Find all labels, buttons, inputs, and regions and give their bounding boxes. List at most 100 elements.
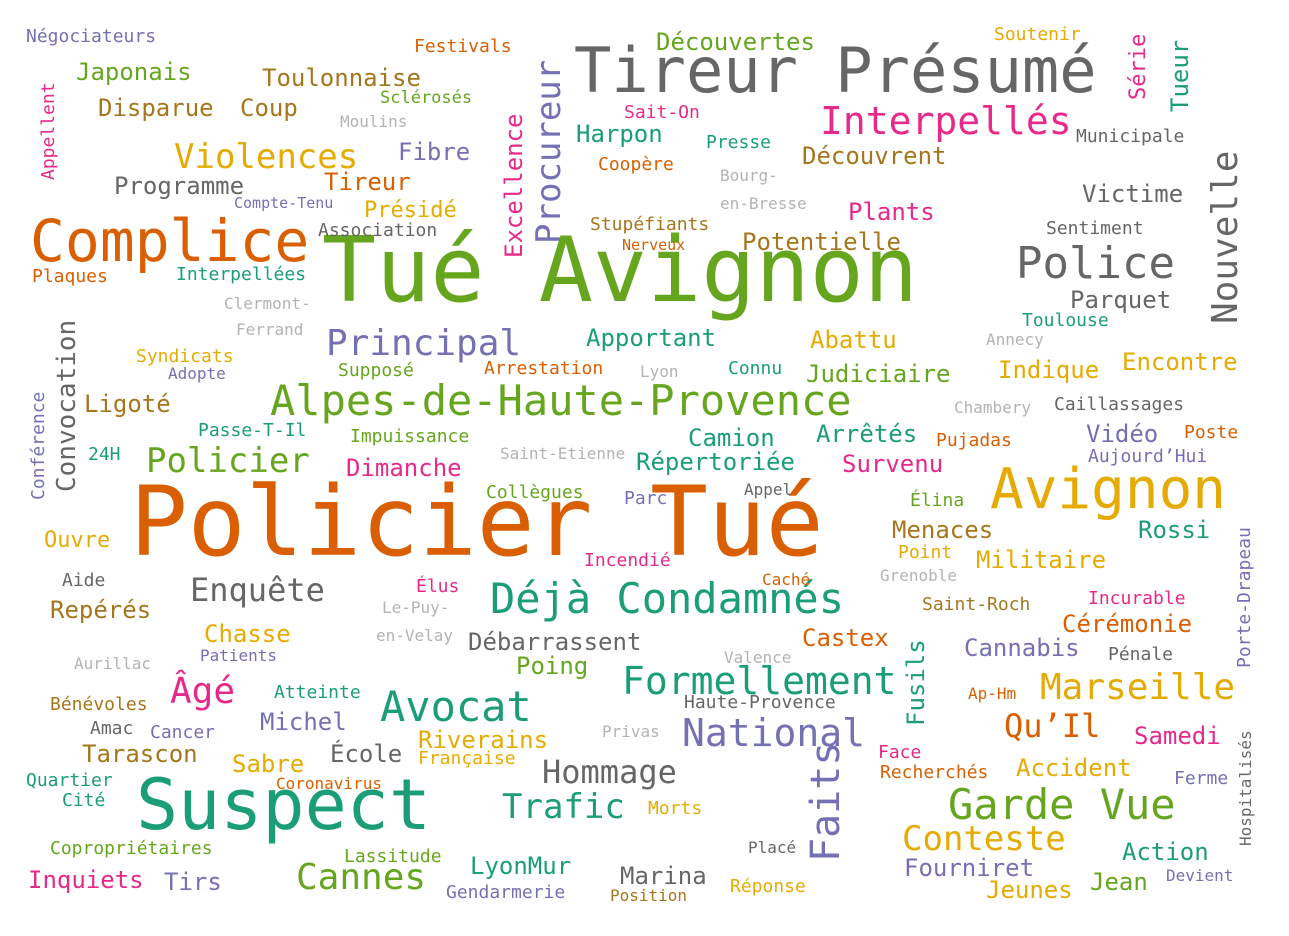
- cloud-word: Âgé: [170, 671, 236, 712]
- cloud-word: Coup: [240, 94, 298, 122]
- cloud-word: Enquête: [190, 571, 325, 609]
- cloud-word: Ap-Hm: [968, 684, 1017, 703]
- cloud-word: Toulouse: [1022, 310, 1109, 331]
- cloud-word: Valence: [724, 648, 792, 667]
- cloud-word: Adopte: [168, 364, 226, 383]
- cloud-word: Avignon: [990, 457, 1227, 522]
- cloud-word: Parc: [624, 488, 668, 509]
- cloud-word: Recherchés: [880, 762, 989, 783]
- cloud-word: Militaire: [976, 546, 1107, 574]
- cloud-word: Annecy: [986, 330, 1044, 349]
- cloud-word: Présidé: [364, 198, 457, 223]
- cloud-word: Gendarmerie: [446, 882, 566, 903]
- cloud-word: Réponse: [730, 876, 806, 897]
- cloud-word: Hospitalisés: [1236, 730, 1255, 846]
- cloud-word: Caillassages: [1054, 394, 1185, 415]
- cloud-word: Tireur Présumé: [574, 34, 1097, 107]
- cloud-word: Nouvelle: [1205, 150, 1246, 324]
- cloud-word: Programme: [114, 172, 245, 200]
- cloud-word: Compte-Tenu: [234, 194, 334, 212]
- cloud-word: National: [682, 711, 866, 755]
- cloud-word: Judiciaire: [806, 360, 951, 388]
- cloud-word: Tirs: [164, 868, 222, 896]
- cloud-word: Ouvre: [44, 528, 111, 553]
- cloud-word: Cannabis: [964, 634, 1080, 662]
- cloud-word: Jeunes: [986, 876, 1073, 904]
- cloud-word: Festivals: [414, 36, 512, 57]
- cloud-word: Rossi: [1138, 516, 1211, 544]
- cloud-word: Pénale: [1108, 644, 1174, 665]
- cloud-word: Tué Avignon: [322, 218, 919, 323]
- cloud-word: Le-Puy-: [382, 598, 450, 617]
- cloud-word: Nerveux: [622, 236, 686, 254]
- cloud-word: Appel: [744, 480, 793, 499]
- cloud-word: Excellence: [500, 113, 528, 259]
- cloud-word: Police: [1016, 238, 1175, 289]
- cloud-word: Haute-Provence: [684, 692, 836, 713]
- cloud-word: Plaques: [32, 266, 108, 287]
- cloud-word: Négociateurs: [26, 26, 157, 47]
- cloud-word: Interpellées: [176, 264, 307, 285]
- cloud-word: Indique: [998, 356, 1100, 384]
- cloud-word: Poing: [516, 652, 589, 680]
- cloud-word: Parquet: [1070, 286, 1172, 314]
- cloud-word: Caché: [762, 570, 811, 589]
- cloud-word: Plants: [848, 198, 935, 226]
- cloud-word: Chasse: [204, 620, 291, 648]
- cloud-word: Japonais: [76, 58, 192, 86]
- cloud-word: Presse: [706, 132, 772, 153]
- cloud-word: Aujourd’Hui: [1088, 446, 1208, 467]
- cloud-word: Menaces: [892, 516, 994, 544]
- cloud-word: en-Bresse: [720, 194, 807, 213]
- cloud-word: Découvrent: [802, 142, 947, 170]
- cloud-word: Syndicats: [136, 346, 234, 367]
- cloud-word: Pujadas: [936, 430, 1012, 451]
- cloud-word: Samedi: [1134, 722, 1221, 750]
- cloud-word: Sentiment: [1046, 218, 1144, 239]
- cloud-word: Fibre: [398, 138, 471, 166]
- cloud-word: Dimanche: [346, 454, 462, 482]
- cloud-word: Déjà Condamnés: [490, 574, 845, 623]
- cloud-word: Action: [1122, 838, 1209, 866]
- cloud-word: Tarascon: [82, 740, 198, 768]
- cloud-word: Impuissance: [350, 426, 470, 447]
- cloud-word: Violences: [174, 137, 359, 177]
- cloud-word: Collègues: [486, 482, 584, 503]
- cloud-word: Suspect: [136, 764, 432, 846]
- cloud-word: Poste: [1184, 422, 1239, 443]
- cloud-word: Tueur: [1166, 39, 1194, 112]
- cloud-word: Supposé: [338, 360, 414, 381]
- cloud-word: Ferrand: [236, 320, 304, 339]
- cloud-word: Répertoriée: [636, 448, 795, 476]
- cloud-word: Bénévoles: [50, 694, 148, 715]
- cloud-word: Survenu: [842, 450, 944, 478]
- cloud-word: Faits: [803, 741, 849, 862]
- cloud-word: Procureur: [529, 59, 569, 244]
- cloud-word: Française: [418, 748, 516, 769]
- cloud-word: Aide: [62, 570, 106, 591]
- cloud-word: Apportant: [586, 324, 717, 352]
- cloud-word: Cérémonie: [1062, 610, 1193, 638]
- cloud-word: Principal: [326, 323, 522, 364]
- cloud-word: Abattu: [810, 326, 897, 354]
- cloud-word: Policier: [146, 441, 310, 481]
- cloud-word: Quartier: [26, 770, 113, 791]
- cloud-word: Placé: [748, 838, 797, 857]
- cloud-word: Fourniret: [904, 854, 1035, 882]
- cloud-word: Victime: [1082, 180, 1184, 208]
- cloud-word: Hommage: [542, 753, 677, 791]
- cloud-word: Harpon: [576, 120, 663, 148]
- cloud-word: Porte-Drapeau: [1234, 527, 1255, 668]
- cloud-word: Patients: [200, 646, 278, 665]
- cloud-word: LyonMur: [470, 852, 572, 880]
- cloud-word: Privas: [602, 722, 660, 741]
- cloud-word: Tireur: [324, 168, 411, 196]
- cloud-word: Qu’Il: [1004, 707, 1101, 745]
- cloud-word: en-Velay: [376, 626, 454, 645]
- cloud-word: Association: [318, 220, 438, 241]
- cloud-word: Michel: [260, 708, 347, 736]
- cloud-word: Saint-Etienne: [500, 444, 626, 463]
- cloud-word: Riverains: [418, 726, 549, 754]
- cloud-word: Arrestation: [484, 358, 604, 379]
